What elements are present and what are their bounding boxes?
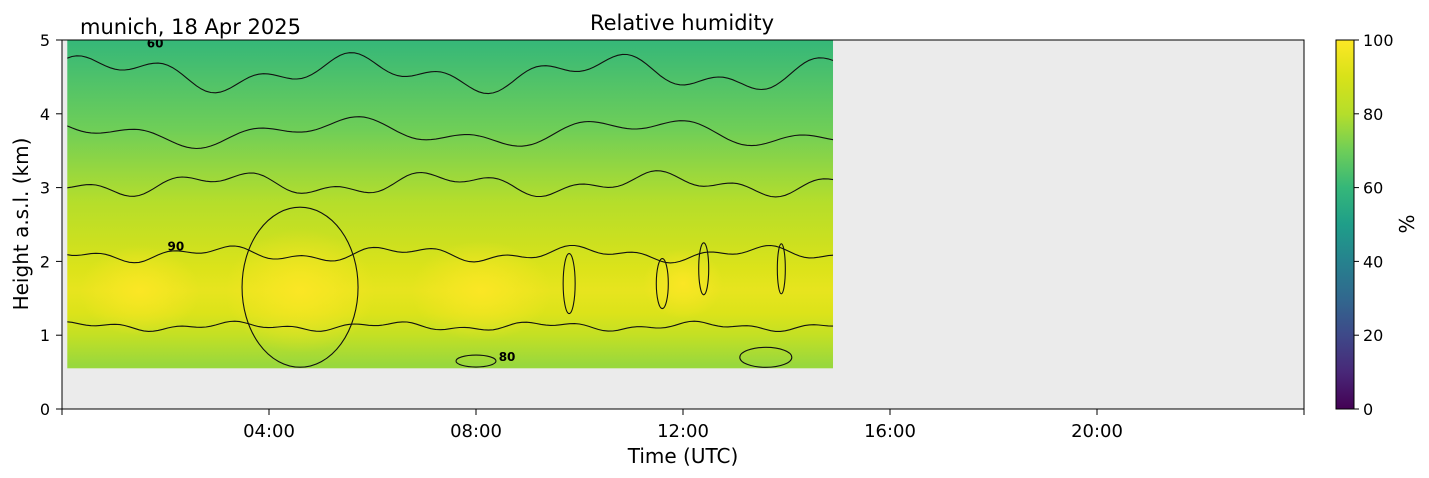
- contour-line: [67, 170, 834, 198]
- contour-line: [562, 252, 576, 315]
- y-tick-label: 5: [40, 31, 50, 50]
- contour-line: [67, 52, 834, 95]
- humid-core: [411, 240, 552, 341]
- contour-line: [739, 346, 793, 368]
- colorbar-tick-label: 80: [1363, 105, 1383, 124]
- location-date-label: munich, 18 Apr 2025: [80, 15, 301, 39]
- contour-lines: [67, 52, 834, 368]
- y-tick-label: 2: [40, 252, 50, 271]
- colorbar-tick-label: 20: [1363, 326, 1383, 345]
- colorbar-tick-label: 100: [1363, 31, 1394, 50]
- contour-line: [67, 244, 834, 264]
- contour-line: [698, 242, 710, 296]
- humid-core: [643, 248, 723, 319]
- contour-label: 80: [499, 350, 516, 364]
- x-tick-label: 16:00: [864, 421, 916, 442]
- chart-title: Relative humidity: [590, 11, 774, 35]
- y-axis-ticks: 0 1 2 3 4 5: [40, 31, 62, 419]
- x-tick-label: 08:00: [450, 421, 502, 442]
- x-axis-label: Time (UTC): [627, 444, 739, 468]
- contour-label: 90: [167, 239, 184, 253]
- contour-line: [241, 206, 359, 368]
- contour-line: [455, 354, 497, 368]
- y-tick-label: 1: [40, 326, 50, 345]
- colorbar-tick-label: 40: [1363, 252, 1383, 271]
- x-tick-label: 04:00: [243, 421, 295, 442]
- colorbar: 0 20 40 60 80 100 %: [1335, 31, 1419, 419]
- colorbar-ticks: 0 20 40 60 80 100: [1354, 31, 1394, 419]
- x-axis-ticks: 04:00 08:00 12:00 16:00 20:00: [61, 409, 1305, 442]
- y-tick-label: 4: [40, 105, 50, 124]
- humid-core: [79, 245, 200, 336]
- colorbar-tick-label: 60: [1363, 179, 1383, 198]
- colorbar-scale: [1335, 39, 1355, 410]
- x-tick-label: 20:00: [1071, 421, 1123, 442]
- x-tick-label: 12:00: [657, 421, 709, 442]
- contour-line: [67, 116, 834, 150]
- colorbar-label: %: [1395, 214, 1419, 233]
- colorbar-tick-label: 0: [1363, 400, 1373, 419]
- y-tick-label: 0: [40, 400, 50, 419]
- contour-line: [776, 243, 786, 295]
- contour-line: [655, 257, 669, 310]
- contour-line: [67, 320, 834, 332]
- humidity-field: 90 80 60: [67, 36, 834, 369]
- contour-label: 60: [147, 36, 164, 50]
- humid-core: [225, 228, 376, 353]
- y-axis-label: Height a.s.l. (km): [9, 138, 33, 311]
- contour-labels: 90 80 60: [147, 36, 516, 364]
- y-tick-label: 3: [40, 179, 50, 198]
